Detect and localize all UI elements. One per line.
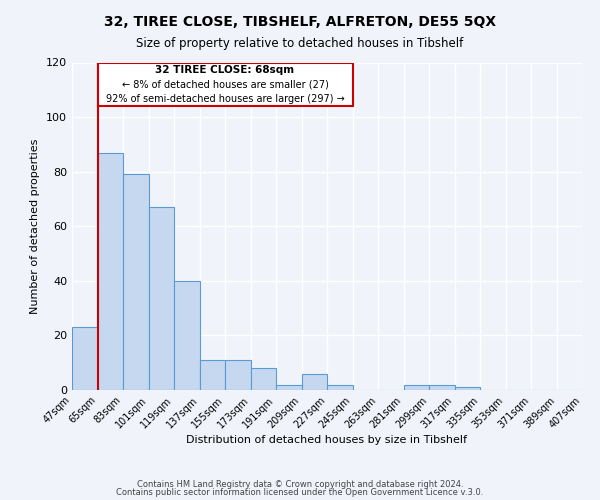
Bar — [302, 374, 327, 390]
Bar — [455, 388, 480, 390]
X-axis label: Distribution of detached houses by size in Tibshelf: Distribution of detached houses by size … — [187, 436, 467, 446]
Y-axis label: Number of detached properties: Number of detached properties — [31, 138, 40, 314]
Text: Contains public sector information licensed under the Open Government Licence v.: Contains public sector information licen… — [116, 488, 484, 497]
Bar — [97, 152, 123, 390]
Text: ← 8% of detached houses are smaller (27): ← 8% of detached houses are smaller (27) — [122, 80, 328, 90]
Bar — [429, 384, 455, 390]
FancyBboxPatch shape — [97, 62, 353, 106]
Bar — [276, 384, 302, 390]
Bar — [404, 384, 429, 390]
Bar — [225, 360, 251, 390]
Bar — [251, 368, 276, 390]
Text: 32, TIREE CLOSE, TIBSHELF, ALFRETON, DE55 5QX: 32, TIREE CLOSE, TIBSHELF, ALFRETON, DE5… — [104, 15, 496, 29]
Text: 92% of semi-detached houses are larger (297) →: 92% of semi-detached houses are larger (… — [106, 94, 344, 104]
Bar — [327, 384, 353, 390]
Bar — [199, 360, 225, 390]
Bar — [174, 281, 199, 390]
Text: 32 TIREE CLOSE: 68sqm: 32 TIREE CLOSE: 68sqm — [155, 65, 295, 75]
Text: Size of property relative to detached houses in Tibshelf: Size of property relative to detached ho… — [136, 38, 464, 51]
Text: Contains HM Land Registry data © Crown copyright and database right 2024.: Contains HM Land Registry data © Crown c… — [137, 480, 463, 489]
Bar — [123, 174, 149, 390]
Bar — [149, 207, 174, 390]
Bar — [72, 327, 97, 390]
